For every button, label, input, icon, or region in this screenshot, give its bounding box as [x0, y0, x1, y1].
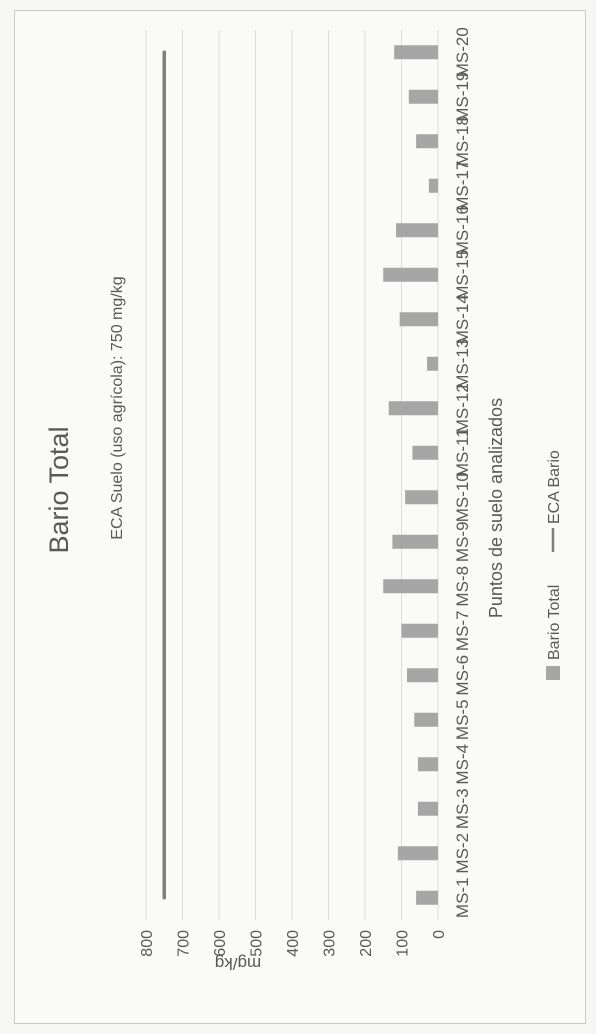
chart-area: Bario Total ECA Suelo (uso agrícola): 75…	[20, 18, 580, 1018]
bar	[414, 712, 438, 727]
y-tick-label: 200	[358, 930, 375, 957]
bar	[388, 401, 439, 416]
x-tick-labels: MS-1MS-2MS-3MS-4MS-5MS-6MS-7MS-8MS-9MS-1…	[453, 27, 472, 918]
x-tick-label: MS-4	[453, 744, 472, 785]
bar	[394, 45, 439, 60]
y-axis-label: mg/kg	[215, 954, 261, 973]
y-tick-label: 700	[176, 930, 193, 957]
bar	[427, 356, 438, 371]
x-tick-label: MS-18	[453, 116, 472, 166]
y-tick-label: 600	[212, 930, 229, 957]
chart-frame	[14, 10, 586, 1024]
y-tick-labels: 0 100 200 300 400 500 600 700 800	[139, 930, 448, 957]
x-tick-label: MS-8	[453, 566, 472, 607]
x-tick-label: MS-20	[453, 27, 472, 77]
y-tick-label: 400	[285, 930, 302, 957]
gridlines	[145, 30, 439, 920]
y-tick-label: 500	[249, 930, 266, 957]
bar	[405, 490, 438, 505]
bar	[408, 89, 438, 104]
x-tick-label: MS-12	[453, 383, 472, 433]
x-tick-label: MS-5	[453, 699, 472, 740]
x-axis-label: Puntos de suelo analizados	[486, 398, 506, 618]
chart-svg: Bario Total ECA Suelo (uso agrícola): 75…	[44, 27, 563, 973]
bar	[412, 445, 439, 460]
bar	[417, 801, 438, 816]
bar	[417, 757, 438, 772]
bar	[401, 623, 438, 638]
x-tick-label: MS-7	[453, 610, 472, 651]
legend-line-label: ECA Bario	[546, 450, 563, 524]
y-tick-label: 300	[322, 930, 339, 957]
x-tick-label: MS-14	[453, 294, 472, 344]
x-tick-label: MS-11	[453, 428, 472, 477]
x-tick-label: MS-13	[453, 339, 472, 389]
legend-bar-label: Bario Total	[546, 585, 563, 660]
bar	[392, 534, 438, 549]
x-tick-label: MS-3	[453, 788, 472, 829]
bar	[406, 668, 439, 683]
x-tick-label: MS-9	[453, 521, 472, 562]
x-tick-label: MS-17	[453, 161, 472, 211]
bars	[383, 45, 439, 905]
bar	[383, 579, 438, 594]
x-tick-label: MS-19	[453, 72, 472, 122]
bar	[416, 890, 439, 905]
y-tick-label: 800	[139, 930, 156, 957]
legend-bar-swatch	[546, 666, 560, 680]
chart-title: Bario Total	[44, 426, 74, 553]
bar	[416, 134, 439, 149]
bar	[428, 178, 438, 193]
x-tick-label: MS-10	[453, 472, 472, 522]
legend: Bario Total ECA Bario	[546, 450, 563, 680]
bar	[399, 312, 438, 327]
x-tick-label: MS-2	[453, 833, 472, 874]
x-tick-label: MS-1	[453, 877, 472, 918]
bar	[396, 223, 438, 238]
bar	[383, 267, 438, 282]
x-tick-label: MS-16	[453, 205, 472, 255]
y-tick-label: 0	[431, 930, 448, 939]
y-tick-label: 100	[395, 930, 412, 957]
x-tick-label: MS-6	[453, 655, 472, 696]
x-tick-label: MS-15	[453, 250, 472, 300]
eca-annotation: ECA Suelo (uso agrícola): 750 mg/kg	[109, 276, 126, 539]
bar	[397, 846, 439, 861]
